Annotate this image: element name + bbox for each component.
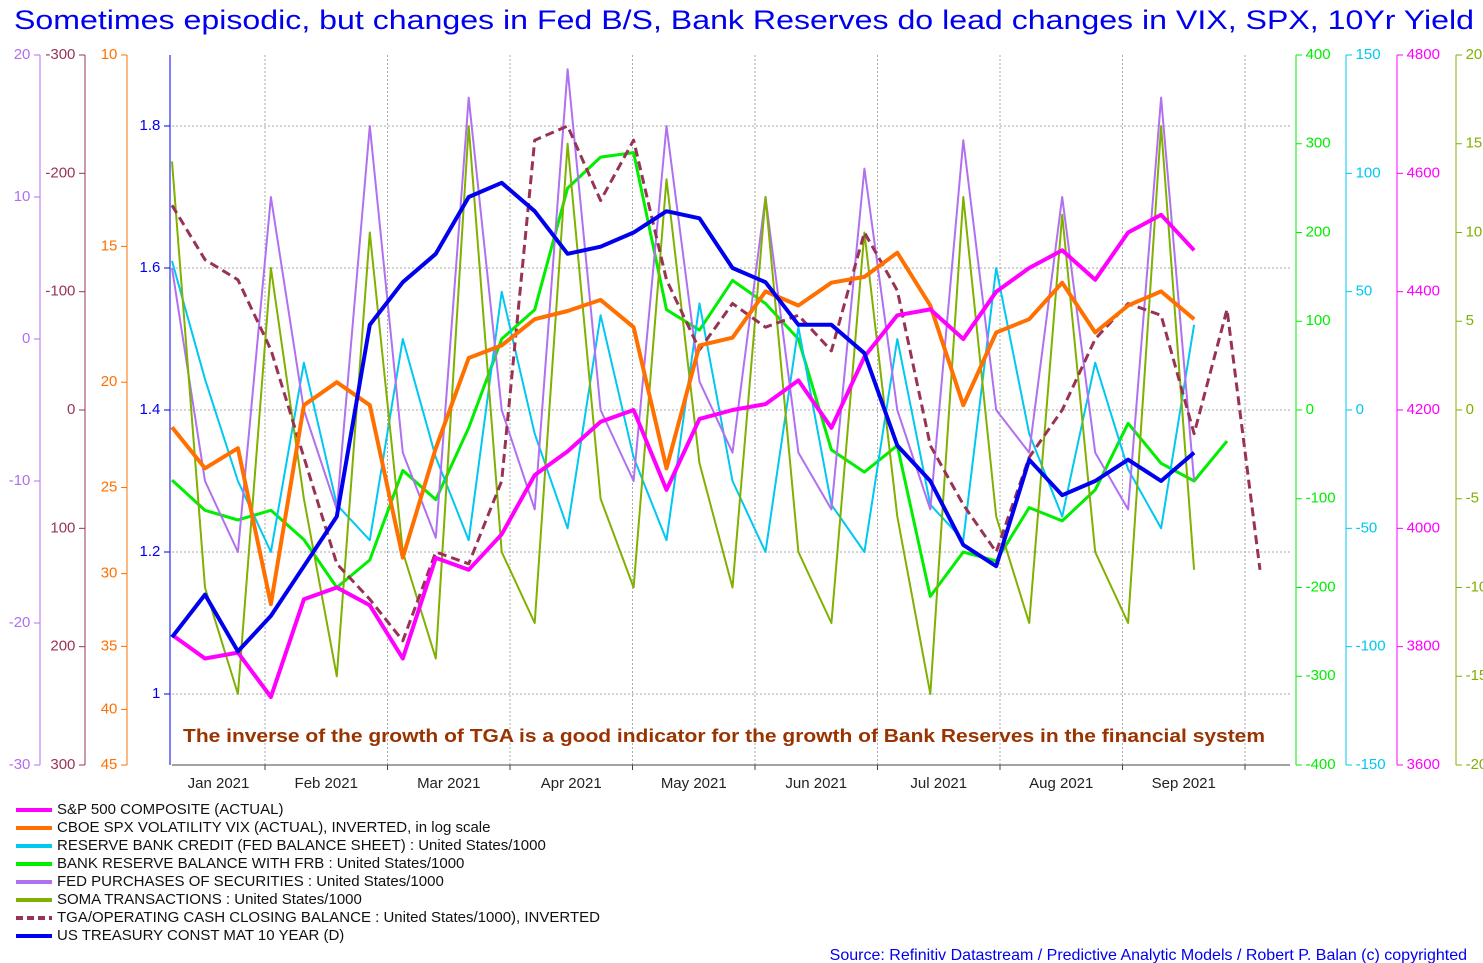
y-tick-label: 10: [101, 46, 118, 63]
series-line: [170, 250, 1196, 607]
y-tick-label: 1.6: [140, 259, 161, 276]
legend-label: RESERVE BANK CREDIT (FED BALANCE SHEET) …: [57, 837, 546, 854]
y-tick-label: 15: [1466, 135, 1483, 152]
plot: [170, 68, 1262, 699]
legend: S&P 500 COMPOSITE (ACTUAL)CBOE SPX VOLAT…: [16, 801, 600, 944]
y-tick-label: -10: [9, 472, 31, 489]
y-tick-label: 20: [101, 373, 118, 390]
y-tick-label: 200: [1306, 223, 1331, 240]
y-tick-label: 1.4: [140, 401, 161, 418]
series-line: [171, 68, 1196, 553]
y-tick-label: 0: [22, 330, 30, 347]
chart-title: Sometimes episodic, but changes in Fed B…: [14, 5, 1474, 35]
y-tick-label: -200: [45, 164, 75, 181]
y-tick-label: 0: [1306, 401, 1314, 418]
legend-label: US TREASURY CONST MAT 10 YEAR (D): [57, 927, 344, 944]
y-tick-label: -150: [1356, 756, 1386, 773]
y-tick-label: 100: [1306, 312, 1331, 329]
y-tick-label: -100: [45, 283, 75, 300]
y-tick-label: 3800: [1407, 638, 1440, 655]
y-tick-label: -400: [1306, 756, 1336, 773]
series-line: [171, 125, 1196, 695]
x-tick-label: Jan 2021: [188, 775, 250, 792]
x-tick-label: May 2021: [661, 775, 727, 792]
y-tick-label: 4600: [1407, 164, 1440, 181]
y-tick-label: -30: [9, 756, 31, 773]
y-tick-label: 35: [101, 637, 118, 654]
y-tick-label: 4000: [1407, 519, 1440, 536]
x-tick-label: Feb 2021: [295, 775, 358, 792]
y-tick-label: 20: [1466, 46, 1483, 63]
y-tick-label: 50: [1356, 283, 1373, 300]
y-tick-label: 40: [101, 700, 118, 717]
y-tick-label: 4200: [1407, 401, 1440, 418]
y-tick-label: -20: [9, 614, 31, 631]
y-tick-label: 100: [50, 519, 75, 536]
series-line: [170, 151, 1229, 598]
y-tick-label: 20: [14, 46, 31, 63]
x-tick-label: Mar 2021: [417, 775, 480, 792]
annotation: The inverse of the growth of TGA is a go…: [183, 726, 1265, 746]
y-tick-label: 300: [50, 756, 75, 773]
axes: Jan 2021 Feb 2021 Mar 2021 Apr 2021 May 2021…: [9, 46, 1483, 792]
y-tick-label: 15: [101, 237, 118, 254]
series-line: [171, 260, 1196, 553]
y-tick-label: 10: [1466, 223, 1483, 240]
legend-label: BANK RESERVE BALANCE WITH FRB : United S…: [57, 855, 464, 872]
y-tick-label: 0: [1466, 401, 1474, 418]
source: Source: Refinitiv Datastream / Predictiv…: [830, 947, 1467, 963]
y-tick-label: 0: [1356, 401, 1364, 418]
legend-label: TGA/OPERATING CASH CLOSING BALANCE : Uni…: [57, 909, 600, 926]
y-tick-label: 4400: [1407, 283, 1440, 300]
x-tick-label: Sep 2021: [1152, 775, 1216, 792]
x-tick-label: Apr 2021: [541, 775, 602, 792]
y-tick-label: 150: [1356, 46, 1381, 63]
y-tick-label: -5: [1466, 490, 1479, 507]
y-tick-label: 1: [152, 685, 160, 702]
y-tick-label: 400: [1306, 46, 1331, 63]
y-tick-label: -50: [1356, 519, 1378, 536]
y-tick-label: 200: [50, 638, 75, 655]
y-tick-label: 1.8: [140, 117, 161, 134]
y-tick-label: -100: [1306, 490, 1336, 507]
y-tick-label: 1.2: [140, 543, 161, 560]
y-tick-label: -100: [1356, 638, 1386, 655]
y-tick-label: -300: [45, 46, 75, 63]
legend-label: FED PURCHASES OF SECURITIES : United Sta…: [57, 873, 444, 890]
series-line: [170, 212, 1196, 699]
y-tick-label: 25: [101, 479, 118, 496]
legend-label: SOMA TRANSACTIONS : United States/1000: [57, 891, 362, 908]
x-tick-label: Jul 2021: [910, 775, 967, 792]
y-tick-label: 4800: [1407, 46, 1440, 63]
y-tick-label: 100: [1356, 164, 1381, 181]
series-line: [170, 124, 1262, 643]
x-tick-label: Aug 2021: [1029, 775, 1093, 792]
y-tick-label: 5: [1466, 312, 1474, 329]
y-tick-label: 300: [1306, 135, 1331, 152]
y-tick-label: 0: [67, 401, 75, 418]
y-tick-label: -10: [1466, 578, 1483, 595]
y-tick-label: 30: [101, 565, 118, 582]
y-tick-label: 10: [14, 188, 31, 205]
x-tick-label: Jun 2021: [785, 775, 847, 792]
legend-label: S&P 500 COMPOSITE (ACTUAL): [57, 801, 283, 818]
y-tick-label: -200: [1306, 578, 1336, 595]
legend-label: CBOE SPX VOLATILITY VIX (ACTUAL), INVERT…: [57, 819, 490, 836]
y-tick-label: 45: [101, 756, 118, 773]
y-tick-label: -300: [1306, 667, 1336, 684]
y-tick-label: -15: [1466, 667, 1483, 684]
series-line: [170, 180, 1196, 654]
y-tick-label: 3600: [1407, 756, 1440, 773]
y-tick-label: -20: [1466, 756, 1483, 773]
